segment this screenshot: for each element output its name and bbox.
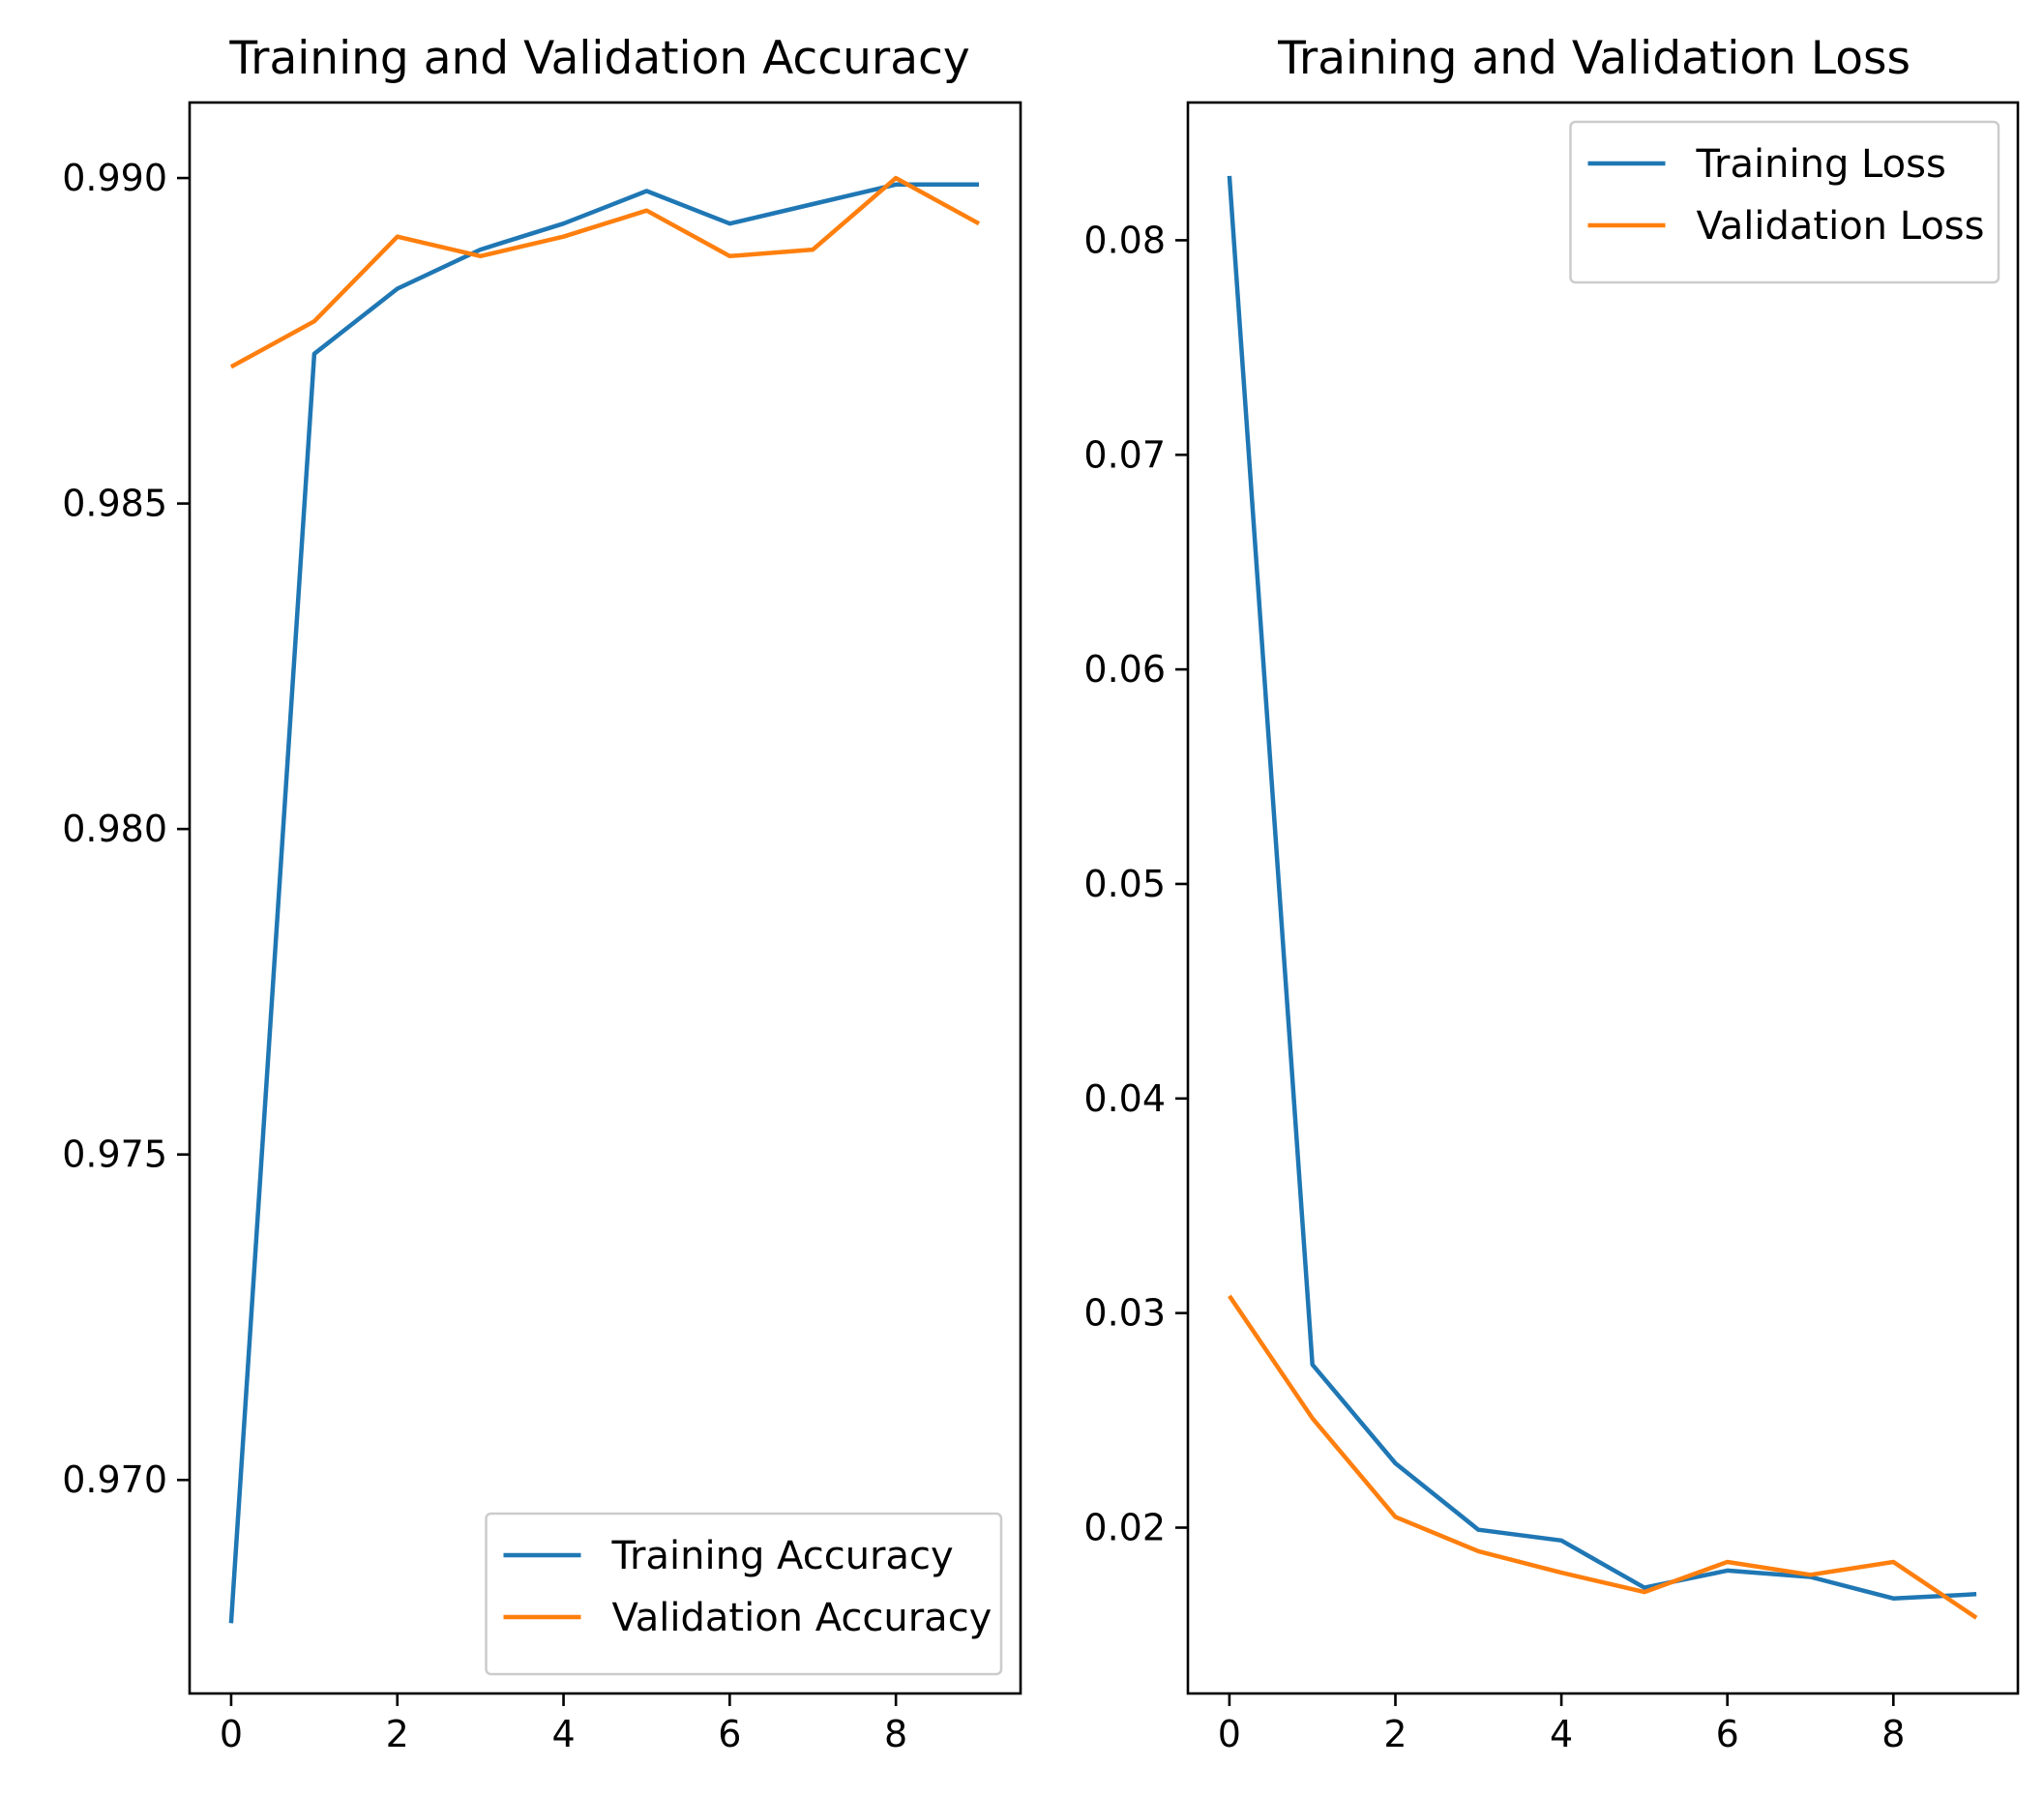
loss-x-tick-label: 0 — [1218, 1713, 1241, 1755]
accuracy-y-tick-label: 0.985 — [62, 483, 167, 525]
loss-y-tick-label: 0.07 — [1083, 433, 1166, 476]
accuracy-legend-label: Validation Accuracy — [612, 1596, 992, 1640]
accuracy-x-tick-label: 8 — [884, 1713, 907, 1755]
accuracy-chart-panel: Training and Validation Accuracy 0 2 4 6 8 0.… — [62, 32, 1022, 1755]
loss-x-tick-label: 2 — [1383, 1713, 1407, 1755]
loss-series-line-training-loss — [1227, 175, 1977, 1601]
accuracy-y-tick-label: 0.990 — [62, 157, 167, 199]
accuracy-x-tick-label: 2 — [386, 1713, 409, 1755]
loss-y-tick-label: 0.06 — [1083, 648, 1166, 691]
accuracy-x-tick-label: 0 — [220, 1713, 243, 1755]
loss-chart-marks: 0 2 4 6 8 0.02 0.03 0.04 0.05 0.06 0.07 0.08 Trainin… — [1083, 101, 2020, 1755]
accuracy-legend-frame — [485, 1512, 1003, 1676]
accuracy-y-tick-label: 0.975 — [62, 1134, 167, 1176]
loss-y-tick-label: 0.02 — [1083, 1507, 1166, 1549]
accuracy-legend-label: Training Accuracy — [611, 1534, 954, 1578]
accuracy-series-line-validation-accuracy — [229, 175, 981, 369]
loss-axes-frame — [1186, 101, 2020, 1695]
loss-legend-label: Training Loss — [1696, 142, 1946, 187]
loss-chart-title: Training and Validation Loss — [1277, 32, 1911, 85]
accuracy-axes-frame — [188, 101, 1022, 1695]
loss-y-tick-label: 0.03 — [1083, 1292, 1166, 1335]
accuracy-chart-title: Training and Validation Accuracy — [228, 32, 969, 85]
loss-y-tick-label: 0.08 — [1083, 219, 1166, 261]
loss-x-tick-label: 4 — [1550, 1713, 1573, 1755]
loss-y-tick-label: 0.05 — [1083, 863, 1166, 905]
loss-x-tick-label: 6 — [1716, 1713, 1739, 1755]
loss-legend-label: Validation Loss — [1697, 204, 1985, 249]
loss-x-tick-label: 8 — [1881, 1713, 1905, 1755]
accuracy-chart-marks: 0 2 4 6 8 0.970 0.975 0.980 0.985 0.990 Training A… — [62, 101, 1022, 1755]
loss-y-tick-label: 0.04 — [1083, 1077, 1166, 1120]
accuracy-series-line-training-accuracy — [228, 182, 979, 1624]
accuracy-x-tick-label: 4 — [551, 1713, 575, 1755]
accuracy-y-tick-label: 0.980 — [62, 808, 167, 850]
loss-chart-panel: Training and Validation Loss 0 2 4 6 8 0.02 0.… — [1083, 32, 2020, 1755]
accuracy-x-tick-label: 6 — [718, 1713, 741, 1755]
accuracy-legend: Training Accuracy Validation Accuracy — [485, 1512, 1003, 1676]
loss-legend: Training Loss Validation Loss — [1569, 120, 2000, 284]
loss-series-line-validation-loss — [1228, 1294, 1978, 1620]
accuracy-y-tick-label: 0.970 — [62, 1458, 167, 1501]
loss-legend-frame — [1569, 120, 2000, 284]
